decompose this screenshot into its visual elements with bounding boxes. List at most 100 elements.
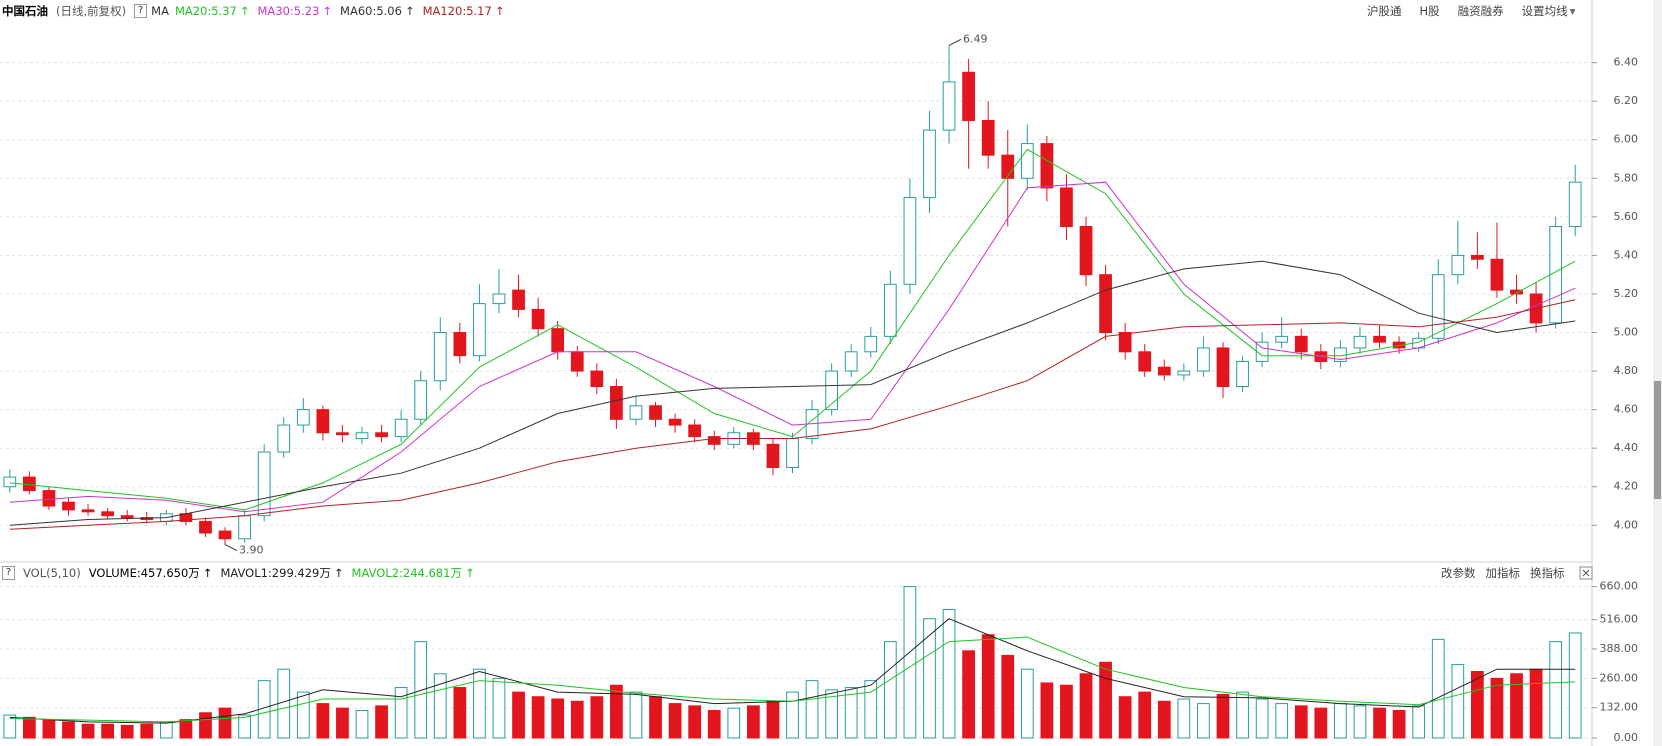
y-tick-label: 5.00 — [1614, 326, 1639, 339]
tool-button[interactable]: 换指标 — [1530, 566, 1565, 580]
header-links: 沪股通 H股 融资融券 设置均线 ▾ — [1367, 1, 1579, 21]
volume-bar — [1060, 684, 1073, 739]
volume-bar — [1294, 705, 1308, 739]
legend-arrow: ↑ — [464, 566, 475, 580]
candle-body — [277, 424, 291, 453]
candle-body — [1157, 366, 1171, 376]
candle-body — [1118, 332, 1132, 353]
y-tick-label: 5.60 — [1614, 210, 1639, 223]
volume-bar — [1392, 709, 1406, 739]
volume-bar — [296, 691, 310, 739]
candle-body — [1490, 258, 1504, 291]
header-link[interactable]: 沪股通 — [1367, 4, 1402, 18]
volume-bar — [805, 680, 819, 739]
volume-bar — [825, 689, 839, 739]
candle-body — [1373, 335, 1386, 343]
y-tick-label: 4.60 — [1614, 403, 1639, 416]
candle-body — [453, 332, 467, 357]
volume-bar — [238, 714, 251, 739]
candle-body — [1568, 181, 1582, 227]
volume-bar — [786, 691, 799, 739]
indicator-name: MA — [151, 4, 169, 18]
candle-body — [199, 520, 212, 534]
candle-body — [1294, 335, 1308, 353]
volume-bar — [336, 707, 349, 739]
candle-body — [1020, 143, 1034, 179]
legend-arrow: ↑ — [239, 4, 250, 18]
legend-entry: MA60:5.06 — [340, 4, 402, 18]
volume-bar — [101, 723, 114, 739]
help-button[interactable]: ? — [2, 566, 15, 580]
candle-body — [3, 476, 17, 488]
volume-bar — [1412, 705, 1426, 739]
volume-bar — [707, 709, 721, 739]
y-tick-label: 0.00 — [1614, 731, 1639, 744]
volume-bar — [1099, 661, 1112, 739]
y-tick-label: 260.00 — [1600, 671, 1639, 684]
candle-body — [1079, 225, 1093, 276]
legend-arrow: ↑ — [333, 566, 344, 580]
indicator-name: VOL(5,10) — [23, 566, 81, 580]
candle-body — [1216, 347, 1230, 387]
volume-bar — [140, 723, 154, 739]
legend-entry: MA120:5.17 — [422, 4, 492, 18]
candle-body — [492, 293, 506, 305]
candle-body — [62, 501, 75, 511]
volume-bar — [355, 709, 369, 739]
y-tick-label: 4.40 — [1614, 441, 1639, 454]
volume-tools: 改参数 加指标 换指标 — [1441, 563, 1575, 583]
volume-bar — [766, 700, 780, 739]
candle-body — [1177, 370, 1191, 376]
candle-body — [668, 418, 682, 426]
candle-body — [1255, 341, 1269, 362]
annotation-pointer — [224, 544, 238, 552]
volume-bar — [1568, 632, 1582, 739]
volume-bar — [1157, 700, 1171, 739]
scrollbar[interactable] — [1653, 0, 1662, 746]
volume-bar — [22, 716, 36, 739]
candle-body — [101, 511, 114, 517]
y-tick-label: 5.80 — [1614, 171, 1639, 184]
tool-button[interactable]: 加指标 — [1485, 566, 1521, 580]
candle-body — [1510, 289, 1523, 295]
volume-bar — [414, 641, 428, 739]
candle-body — [531, 308, 545, 330]
volume-bar — [551, 698, 565, 739]
volume-bar — [62, 721, 75, 739]
header-link[interactable]: 融资融券 — [1457, 4, 1504, 18]
volume-bar — [1451, 664, 1465, 739]
candle-body — [414, 380, 428, 420]
price-header: 中国石油 (日线,前复权)? MA MA20:5.37 ↑ MA30:5.23 ↑ MA60:… — [2, 1, 512, 21]
volume-bar — [1255, 698, 1269, 739]
candle-body — [257, 451, 271, 517]
candle-body — [316, 409, 330, 434]
volume-bar — [1549, 641, 1563, 739]
candle-body — [590, 370, 604, 387]
dropdown-arrow[interactable]: ▾ — [1569, 4, 1576, 18]
volume-bar — [1197, 703, 1210, 739]
volume-bar — [1138, 691, 1152, 739]
close-button[interactable] — [1579, 566, 1593, 580]
legend-arrow: ↑ — [494, 4, 505, 18]
y-tick-label: 4.20 — [1614, 480, 1639, 493]
legend-entry: MA30:5.23 — [257, 4, 320, 18]
header-link[interactable]: 设置均线 — [1521, 4, 1568, 18]
tool-button[interactable]: 改参数 — [1441, 566, 1476, 580]
volume-bar — [962, 650, 975, 739]
annotation: 6.49 — [963, 32, 988, 45]
candle-body — [1471, 254, 1484, 260]
candle-body — [120, 515, 134, 519]
volume-bar — [3, 714, 17, 739]
scrollbar-thumb[interactable] — [1654, 381, 1661, 499]
candle-body — [864, 335, 878, 353]
legend-entry: VOLUME:457.650万 — [88, 566, 200, 580]
candle-body — [1001, 154, 1015, 179]
volume-bar — [1079, 673, 1093, 739]
help-button[interactable]: ? — [134, 4, 148, 18]
y-tick-label: 4.00 — [1614, 518, 1639, 531]
volume-bar — [512, 691, 525, 739]
header-link[interactable]: H股 — [1419, 4, 1440, 18]
y-tick-label: 6.40 — [1614, 56, 1639, 69]
candle-body — [825, 370, 839, 411]
